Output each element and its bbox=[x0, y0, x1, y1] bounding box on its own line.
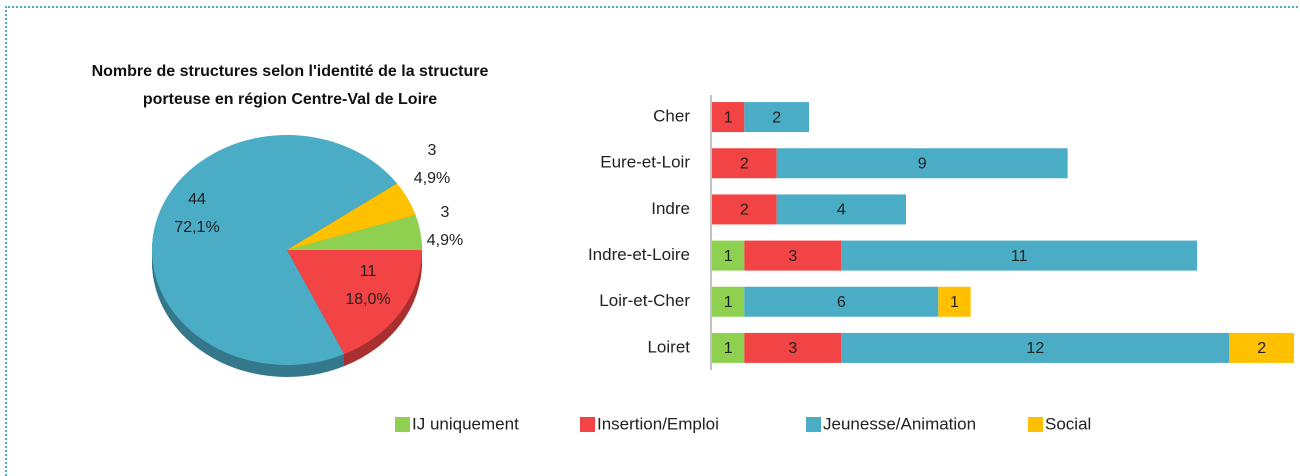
bar-value-label: 2 bbox=[1257, 340, 1266, 357]
page: Nombre de structures selon l'identité de… bbox=[5, 6, 1300, 476]
pie-title: Nombre de structures selon l'identité de… bbox=[91, 63, 489, 108]
bar-segment bbox=[712, 286, 745, 317]
bar-value-label: 1 bbox=[724, 294, 733, 311]
bar-value-label: 3 bbox=[788, 248, 797, 265]
slice-value-label: 11 bbox=[360, 263, 377, 280]
pie-slice bbox=[287, 215, 422, 250]
bar-value-label: 11 bbox=[1011, 248, 1028, 265]
bar-value-label: 2 bbox=[772, 109, 781, 126]
bar-value-label: 1 bbox=[950, 294, 959, 311]
bar-segment bbox=[712, 148, 777, 179]
bar-value-label: 3 bbox=[788, 340, 797, 357]
slice-percentage-label: 4,9% bbox=[414, 170, 450, 187]
bar-segment bbox=[841, 332, 1230, 363]
bar-segment bbox=[776, 148, 1068, 179]
legend-label: Jeunesse/Animation bbox=[823, 414, 976, 433]
slice-value-label: 3 bbox=[428, 142, 437, 159]
slice-percentage-label: 4,9% bbox=[427, 232, 463, 249]
bar-segment bbox=[712, 102, 745, 133]
bar-segment bbox=[841, 240, 1197, 271]
bar-segment bbox=[712, 194, 777, 225]
bar-segment bbox=[776, 194, 906, 225]
bar-segment bbox=[744, 102, 809, 133]
slice-percentage-label: 18,0% bbox=[345, 291, 390, 308]
legend-swatch bbox=[1028, 417, 1043, 432]
category-label: Indre bbox=[651, 199, 690, 218]
dotted-frame bbox=[5, 6, 1300, 476]
bar-value-label: 9 bbox=[918, 155, 927, 172]
bar-segment bbox=[1229, 332, 1294, 363]
slice-percentage-label: 72,1% bbox=[174, 219, 219, 236]
category-label: Loiret bbox=[647, 337, 690, 356]
bar-segment bbox=[938, 286, 971, 317]
category-label: Loir-et-Cher bbox=[599, 291, 690, 310]
category-label: Cher bbox=[653, 107, 690, 126]
bar-value-label: 1 bbox=[724, 340, 733, 357]
category-label: Indre-et-Loire bbox=[588, 245, 690, 264]
legend-swatch bbox=[806, 417, 821, 432]
bar-segment bbox=[744, 286, 939, 317]
pie-slice bbox=[287, 183, 416, 250]
slice-value-label: 3 bbox=[441, 204, 450, 221]
bar-value-label: 4 bbox=[837, 202, 846, 219]
legend-label: Insertion/Emploi bbox=[597, 414, 719, 433]
bar-segment bbox=[744, 332, 842, 363]
bar-segment bbox=[712, 332, 745, 363]
bar-value-label: 1 bbox=[724, 109, 733, 126]
legend-swatch bbox=[580, 417, 595, 432]
slice-value-label: 44 bbox=[188, 191, 206, 208]
bar-value-label: 2 bbox=[740, 202, 749, 219]
bar-segment bbox=[744, 240, 842, 271]
category-label: Eure-et-Loir bbox=[600, 153, 690, 172]
pie-slice bbox=[287, 250, 422, 355]
bar-value-label: 12 bbox=[1026, 340, 1044, 357]
bar-value-label: 1 bbox=[724, 248, 733, 265]
bar-segment bbox=[712, 240, 745, 271]
bar-value-label: 2 bbox=[740, 155, 749, 172]
bar-value-label: 6 bbox=[837, 294, 846, 311]
legend-label: Social bbox=[1045, 414, 1091, 433]
legend-label: IJ uniquement bbox=[412, 414, 519, 433]
pie-slice bbox=[151, 135, 398, 366]
legend-swatch bbox=[395, 417, 410, 432]
